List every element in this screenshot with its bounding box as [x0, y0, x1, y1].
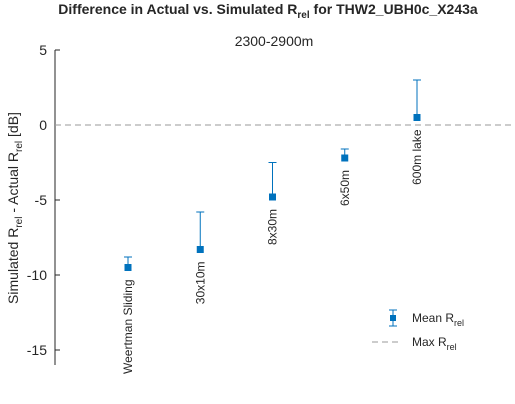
y-ticks: 5 0 -5 -10 -15: [27, 42, 60, 358]
point-label-0: Weertman Sliding: [121, 280, 135, 375]
point-label-3: 6x50m: [338, 170, 352, 206]
legend: Mean Rrel Max Rrel: [364, 302, 488, 361]
point-label-2: 8x30m: [266, 209, 280, 245]
y-axis-label: Simulated Rrel - Actual Rrel [dB]: [5, 112, 25, 304]
legend-entry-mean: Mean Rrel: [389, 309, 464, 328]
plot-area: 5 0 -5 -10 -15 Weertman Sliding 30x10m 8x30m 6x…: [27, 42, 512, 374]
chart-title: Difference in Actual vs. Simulated Rrel …: [58, 1, 478, 21]
y-tick-label-2: -5: [35, 192, 48, 208]
marker-0: [124, 264, 132, 271]
legend-entry-max: Max Rrel: [372, 335, 457, 352]
y-tick-label-3: -10: [27, 267, 47, 283]
point-label-1: 30x10m: [193, 262, 207, 305]
marker-3: [341, 154, 349, 162]
marker-1: [196, 246, 204, 253]
legend-box: [364, 302, 488, 361]
marker-2: [269, 193, 276, 201]
legend-max-label: Max Rrel: [412, 335, 457, 352]
legend-mean-marker: [390, 315, 396, 321]
data-points: Weertman Sliding 30x10m 8x30m 6x50m 600m lak…: [121, 79, 424, 375]
y-tick-label-1: 0: [39, 117, 47, 133]
marker-4: [413, 114, 421, 121]
chart-subtitle: 2300-2900m: [235, 33, 314, 49]
y-tick-label-0: 5: [39, 42, 47, 58]
point-label-4: 600m lake: [410, 129, 424, 185]
y-tick-label-4: -15: [27, 342, 47, 358]
legend-mean-label: Mean Rrel: [412, 311, 464, 328]
